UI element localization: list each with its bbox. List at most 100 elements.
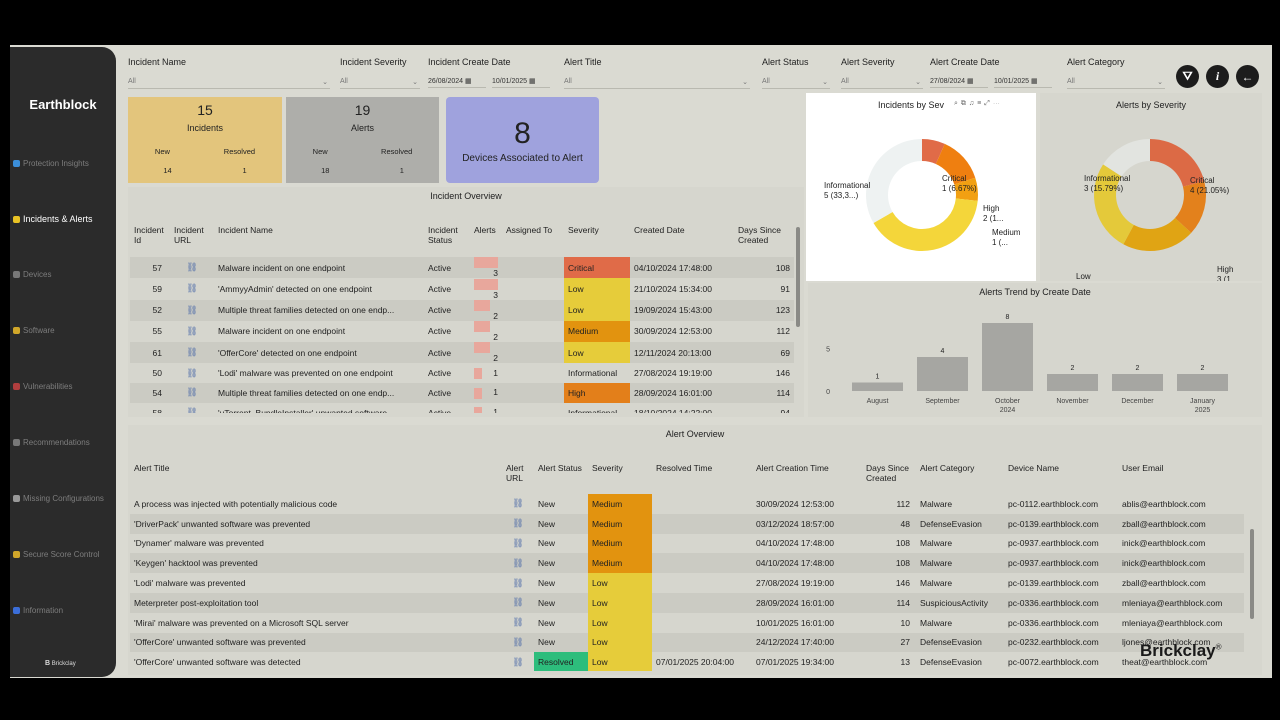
filter-incident-create-date[interactable]: Incident Create Date 26/08/2024 ▦ 10/01/… (428, 57, 558, 93)
donut-slice-informational[interactable] (1103, 139, 1150, 177)
alert-url-cell[interactable]: ⛓ (502, 573, 534, 593)
table-row[interactable]: 'Dynamer' malware was prevented ⛓ New Mediu… (130, 533, 1244, 554)
sidebar-item-incidents-alerts[interactable]: Incidents & Alerts (13, 214, 93, 224)
table-row[interactable]: 61 ⛓ 'OfferCore' detected on one endpoint A… (130, 342, 794, 364)
table-row[interactable]: 'Lodi' malware was prevented ⛓ New Low 27/08… (130, 573, 1244, 593)
table-row[interactable]: 59 ⛓ 'AmmyyAdmin' detected on one endpoint… (130, 278, 794, 300)
table-row[interactable]: 52 ⛓ Multiple threat families detected on … (130, 299, 794, 321)
sidebar-item-software[interactable]: Software (13, 326, 55, 335)
alert-url-cell[interactable]: ⛓ (502, 592, 534, 613)
incident-url-cell[interactable]: ⛓ (170, 403, 214, 413)
trend-bar[interactable] (917, 357, 968, 391)
filter-select[interactable]: All ⌄ (564, 75, 750, 89)
table-row[interactable]: 58 ⛓ 'uTorrent_BundleInstaller' unwanted s… (130, 403, 794, 413)
link-icon[interactable]: ⛓ (186, 367, 198, 378)
date-from-input[interactable]: 26/08/2024 ▦ (428, 77, 486, 88)
copy-icon[interactable]: ⧉ (960, 100, 969, 107)
incident-scrollbar[interactable] (796, 227, 800, 327)
more-icon[interactable]: ⋯ (992, 100, 1003, 107)
pin-icon[interactable]: ⌕ (954, 100, 961, 107)
link-icon[interactable]: ⛓ (512, 617, 524, 628)
link-icon[interactable]: ⛓ (512, 656, 524, 667)
sidebar-item-information[interactable]: Information (13, 606, 63, 615)
filter-alert-title[interactable]: Alert Title All ⌄ (564, 57, 750, 93)
link-icon[interactable]: ⛓ (186, 347, 198, 358)
donut-slice-informational[interactable] (866, 139, 922, 223)
incident-url-cell[interactable]: ⛓ (170, 342, 214, 364)
column-header[interactable]: Severity (592, 463, 623, 473)
sidebar-item-vulnerabilities[interactable]: Vulnerabilities (13, 382, 73, 391)
alert-url-cell[interactable]: ⛓ (502, 632, 534, 653)
incident-url-cell[interactable]: ⛓ (170, 278, 214, 299)
column-header[interactable]: Assigned To (506, 225, 553, 235)
column-header[interactable]: Resolved Time (656, 463, 713, 473)
sidebar-item-protection-insights[interactable]: Protection Insights (13, 159, 89, 168)
date-from-input[interactable]: 27/08/2024 ▦ (930, 77, 988, 88)
link-icon[interactable]: ⛓ (186, 304, 198, 315)
incident-url-cell[interactable]: ⛓ (170, 363, 214, 383)
table-row[interactable]: 50 ⛓ 'Lodi' malware was prevented on one e… (130, 363, 794, 383)
donut-slice-high[interactable] (1175, 181, 1206, 233)
filter-incident-name[interactable]: Incident Name All ⌄ (128, 57, 330, 93)
visual-toolbar[interactable]: ⌕⧉♫≡⤢⋯ (954, 100, 1003, 108)
alert-url-cell[interactable]: ⛓ (502, 513, 534, 534)
table-row[interactable]: 'Keygen' hacktool was prevented ⛓ New Mediu… (130, 553, 1244, 574)
table-row[interactable]: 'OfferCore' unwanted software was preven… (130, 632, 1244, 653)
link-icon[interactable]: ⛓ (186, 283, 198, 294)
table-row[interactable]: 'OfferCore' unwanted software was detect… (130, 652, 1244, 671)
column-header[interactable]: User Email (1122, 463, 1164, 473)
incident-url-cell[interactable]: ⛓ (170, 299, 214, 321)
filter-icon[interactable]: ≡ (977, 100, 985, 107)
table-row[interactable]: 54 ⛓ Multiple threat families detected on … (130, 383, 794, 403)
link-icon[interactable]: ⛓ (512, 636, 524, 647)
filter-incident-severity[interactable]: Incident Severity All ⌄ (340, 57, 420, 93)
donut-slice-medium[interactable] (1123, 218, 1192, 252)
filter-select[interactable]: All ⌄ (128, 75, 330, 89)
link-icon[interactable]: ⛓ (186, 387, 198, 398)
alert-url-cell[interactable]: ⛓ (502, 553, 534, 574)
alert-url-cell[interactable]: ⛓ (502, 652, 534, 671)
filter-select[interactable]: All ⌄ (1067, 75, 1165, 89)
sidebar-item-devices[interactable]: Devices (13, 270, 51, 279)
filter-alert-status[interactable]: Alert Status All ⌄ (762, 57, 830, 93)
column-header[interactable]: Incident Id (134, 225, 164, 245)
donut-slice-medium[interactable] (954, 177, 978, 201)
link-icon[interactable]: ⛓ (512, 537, 524, 548)
incident-url-cell[interactable]: ⛓ (170, 321, 214, 342)
donut-slice-low[interactable] (1094, 164, 1134, 245)
back-button[interactable]: ← (1236, 65, 1259, 88)
column-header[interactable]: Incident URL (174, 225, 204, 245)
column-header[interactable]: Device Name (1008, 463, 1060, 473)
sidebar-item-recommendations[interactable]: Recommendations (13, 438, 90, 447)
table-row[interactable]: 'DriverPack' unwanted software was preve… (130, 513, 1244, 534)
link-icon[interactable]: ⛓ (512, 577, 524, 588)
alert-url-cell[interactable]: ⛓ (502, 534, 534, 554)
column-header[interactable]: Incident Status (428, 225, 458, 245)
filter-alert-category[interactable]: Alert Category All ⌄ (1067, 57, 1165, 93)
alert-url-cell[interactable]: ⛓ (502, 613, 534, 633)
info-button[interactable]: i (1206, 65, 1229, 88)
date-to-input[interactable]: 10/01/2025 ▦ (492, 77, 550, 88)
bell-icon[interactable]: ♫ (968, 100, 978, 107)
sidebar-item-missing-configurations[interactable]: Missing Configurations (13, 494, 104, 503)
alert-url-cell[interactable]: ⛓ (502, 494, 534, 514)
focus-icon[interactable]: ⤢ (984, 100, 993, 107)
table-row[interactable]: Meterpreter post-exploitation tool ⛓ New Lo… (130, 592, 1244, 613)
column-header[interactable]: Alert URL (506, 463, 524, 483)
trend-bar[interactable] (982, 323, 1033, 391)
filter-alert-severity[interactable]: Alert Severity All ⌄ (841, 57, 923, 93)
link-icon[interactable]: ⛓ (512, 557, 524, 568)
donut-slice-high[interactable] (935, 143, 976, 185)
date-to-input[interactable]: 10/01/2025 ▦ (994, 77, 1052, 88)
column-header[interactable]: Alert Status (538, 463, 582, 473)
column-header[interactable]: Alert Creation Time (756, 463, 829, 473)
column-header[interactable]: Days Since Created (866, 463, 909, 483)
incident-url-cell[interactable]: ⛓ (170, 383, 214, 403)
trend-bar[interactable] (1112, 374, 1163, 391)
incident-url-cell[interactable]: ⛓ (170, 257, 214, 279)
link-icon[interactable]: ⛓ (512, 518, 524, 529)
filter-select[interactable]: All ⌄ (340, 75, 420, 89)
column-header[interactable]: Severity (568, 225, 599, 235)
donut-slice-low[interactable] (873, 198, 978, 252)
sidebar-item-secure-score-control[interactable]: Secure Score Control (13, 550, 99, 559)
